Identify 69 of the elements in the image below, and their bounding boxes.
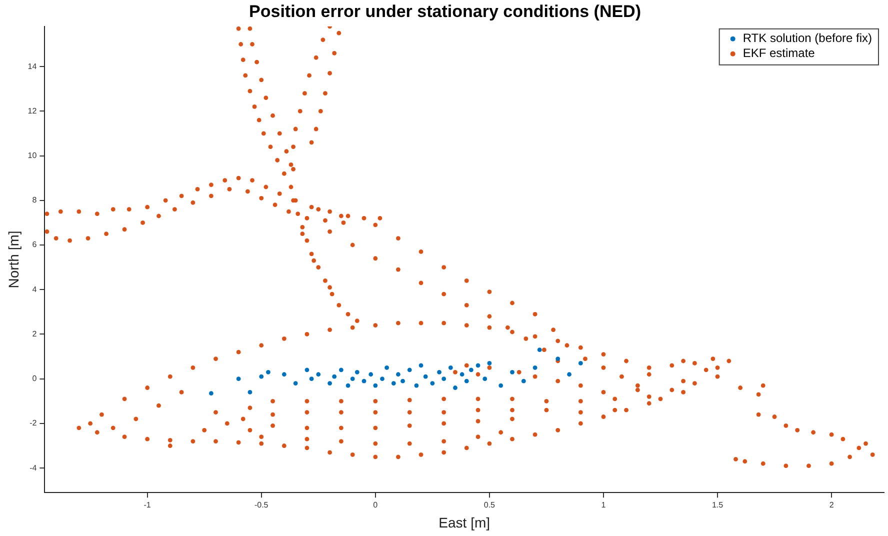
x-tick-label: 1 [601,500,606,510]
point [532,365,538,370]
point [208,391,214,396]
point [236,376,241,382]
point [328,381,332,386]
point [482,376,488,382]
point [266,370,270,374]
point [464,378,469,384]
y-tick-label: 14 [28,62,38,71]
point [442,376,446,382]
x-tick-label: -0.5 [254,500,269,510]
point [362,378,366,384]
point [407,368,412,372]
y-tick-label: 6 [32,240,38,250]
point [259,374,264,379]
point [368,372,374,377]
legend-label: EKF estimate [742,46,816,60]
point [567,372,572,377]
point [309,376,314,382]
y-tick-label: 0 [32,374,38,384]
x-tick-label: -1 [144,500,152,510]
point [338,368,344,372]
point [448,365,453,370]
point [498,383,504,388]
point [418,363,424,368]
point [354,370,360,374]
point [380,376,384,382]
point [346,383,350,388]
y-tick-label: -4 [30,463,38,472]
point [400,378,405,384]
point [391,381,396,386]
point [460,372,464,377]
point [316,372,321,377]
point [430,381,435,386]
x-tick-label: 0 [373,500,378,510]
y-tick-label: 8 [32,196,38,205]
y-tick-label: 2 [32,329,38,338]
point [487,361,492,366]
point [414,383,419,388]
x-tick-label: 2 [829,500,834,510]
y-tick-label: 12 [28,106,38,116]
point [453,386,458,390]
point [396,372,400,377]
x-tick-label: 1.5 [712,500,724,510]
point [282,372,286,377]
point [510,370,514,374]
point [578,361,583,366]
point [468,368,474,372]
point [293,381,298,386]
y-tick-label: -2 [30,418,38,428]
x-tick-label: 0.5 [484,500,496,510]
y-axis-title: North [m] [5,230,22,288]
point [350,376,355,382]
point [476,363,480,368]
legend-label: RTK solution (before fix) [742,31,872,46]
x-axis-title: East [m] [438,514,490,530]
point [332,374,337,379]
point [384,365,390,370]
point [537,348,542,352]
point [556,356,560,361]
y-tick-label: 4 [32,284,38,294]
point [437,370,442,374]
point [373,383,378,388]
point [304,368,310,372]
point [521,378,526,384]
point [248,390,252,394]
y-tick-label: 10 [28,150,38,160]
chart-title: Position error under stationary conditions (NED) [249,2,641,21]
point [423,374,428,379]
